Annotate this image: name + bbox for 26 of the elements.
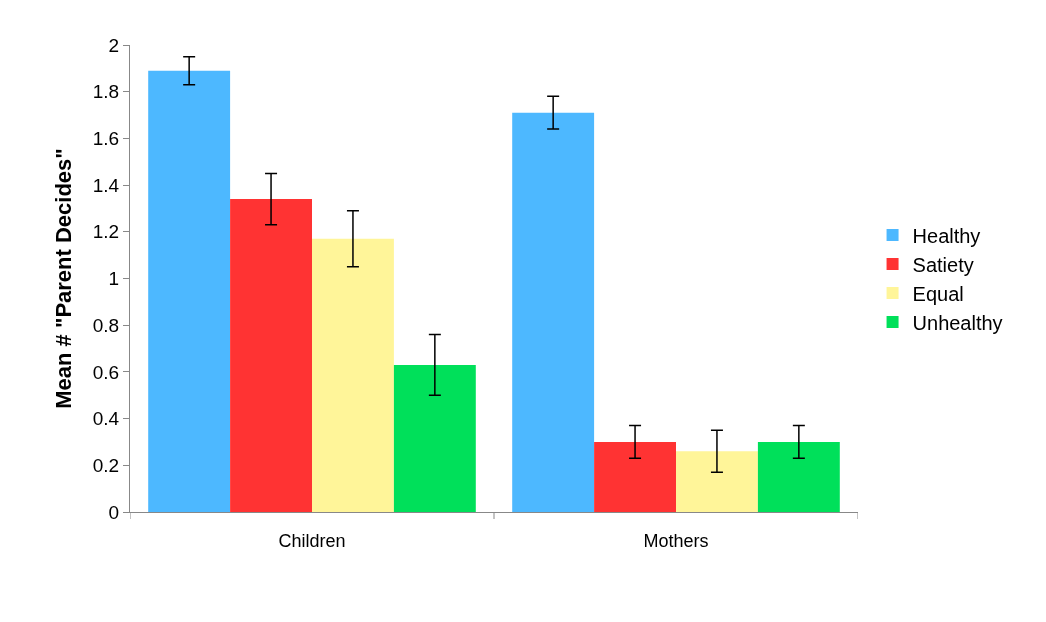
y-tick-label: 0 bbox=[108, 501, 120, 523]
y-tick-label: 1.4 bbox=[92, 174, 120, 196]
bar bbox=[148, 70, 231, 512]
y-tick-label: 0.8 bbox=[92, 314, 120, 336]
bar bbox=[312, 238, 394, 512]
legend-label: Healthy bbox=[912, 224, 981, 247]
bar bbox=[676, 451, 758, 512]
legend-label: Equal bbox=[912, 282, 964, 305]
y-tick-label: 1 bbox=[108, 268, 120, 290]
x-tick-label: Children bbox=[278, 530, 346, 551]
y-tick-label: 0.6 bbox=[92, 361, 120, 383]
bar bbox=[230, 199, 312, 512]
y-tick-label: 0.2 bbox=[92, 454, 120, 476]
y-tick-label: 0.4 bbox=[92, 408, 120, 430]
legend-label: Satiety bbox=[912, 253, 974, 276]
bar bbox=[594, 441, 676, 512]
bar bbox=[757, 441, 840, 512]
y-tick-label: 1.2 bbox=[92, 221, 120, 243]
y-tick-label: 2 bbox=[108, 34, 120, 56]
legend-label: Unhealthy bbox=[912, 311, 1003, 334]
bar bbox=[512, 112, 595, 512]
bar bbox=[393, 364, 476, 512]
y-tick-label: 1.8 bbox=[92, 81, 120, 103]
y-axis-title: Mean # "Parent Decides" bbox=[50, 148, 76, 409]
y-tick-label: 1.6 bbox=[92, 128, 120, 150]
x-tick-label: Mothers bbox=[643, 530, 709, 551]
